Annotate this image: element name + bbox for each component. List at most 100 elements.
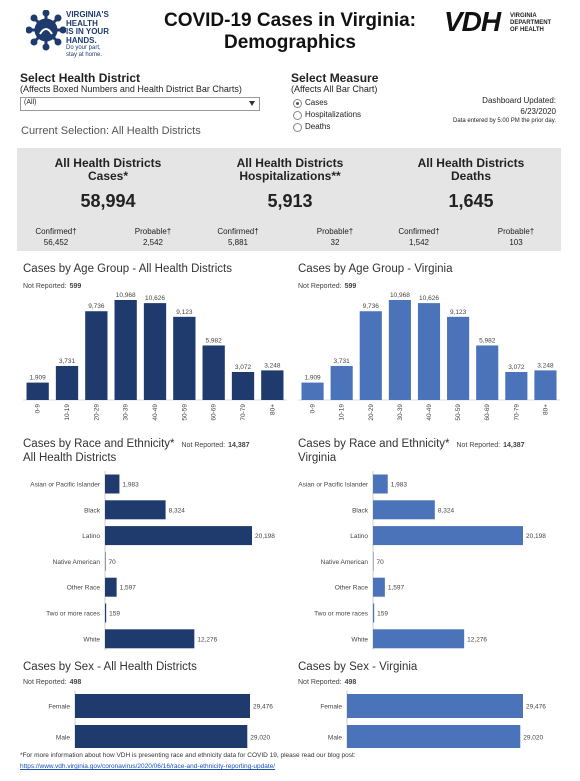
category-label: White xyxy=(83,636,100,643)
value-label: 159 xyxy=(377,611,388,618)
value-label: 20,198 xyxy=(255,533,275,540)
value-label: 10,626 xyxy=(419,295,439,302)
category-label: Asian or Pacific Islander xyxy=(30,482,101,489)
bar xyxy=(388,300,411,400)
not-reported: Not Reported: 14,387 xyxy=(457,442,525,449)
bar xyxy=(105,603,107,623)
chart-title: Cases by Age Group - Virginia xyxy=(298,263,453,275)
bar xyxy=(373,526,523,546)
category-label: 70-79 xyxy=(513,404,520,421)
footer-note: *For more information about how VDH is p… xyxy=(20,752,356,759)
chart-title: Cases by Race and Ethnicity* xyxy=(298,438,450,450)
bar xyxy=(447,316,470,400)
value-label: 9,123 xyxy=(176,309,193,316)
category-label: Male xyxy=(56,735,70,742)
value-label: 9,736 xyxy=(363,303,380,310)
category-label: 50-59 xyxy=(455,404,462,421)
kpi-value: 58,994 xyxy=(80,191,136,211)
value-label: 12,276 xyxy=(467,636,487,643)
value-label: 1,597 xyxy=(388,585,405,592)
category-label: Latino xyxy=(82,533,100,540)
logo-text: HANDS. xyxy=(66,35,97,45)
radio[interactable] xyxy=(293,111,302,120)
value-label: 1,909 xyxy=(30,375,47,382)
vdh-logo: VDH xyxy=(444,6,501,37)
value-label: 3,248 xyxy=(264,362,281,369)
chart: Cases by Sex - Virginia Not Reported: 498 2… xyxy=(298,661,546,748)
logo-icon xyxy=(26,10,66,51)
logo-text: HEALTH xyxy=(66,18,98,28)
filter-label: Select Measure xyxy=(291,71,379,85)
value-label: 159 xyxy=(109,611,120,618)
chart-title: Cases by Race and Ethnicity* xyxy=(23,438,175,450)
kpi-panel xyxy=(17,148,561,251)
bar xyxy=(301,382,324,400)
category-label: Black xyxy=(352,507,369,514)
value-label: 9,123 xyxy=(450,309,467,316)
bar xyxy=(143,303,167,400)
category-label: Latino xyxy=(350,533,368,540)
dropdown-arrow xyxy=(249,101,255,106)
category-label: 10-19 xyxy=(339,404,346,421)
category-label: Native American xyxy=(53,559,101,566)
value-label: 10,968 xyxy=(116,292,136,299)
kpi-sub-value: 103 xyxy=(509,238,523,247)
kpi-title: All Health Districts xyxy=(236,156,344,170)
value-label: 1,909 xyxy=(304,375,321,382)
value-label: 20,198 xyxy=(526,533,546,540)
bar xyxy=(373,603,375,623)
kpi-sub-label: Confirmed† xyxy=(217,227,259,236)
not-reported-label: Not Reported: xyxy=(23,679,67,686)
bar xyxy=(373,577,385,597)
radio[interactable] xyxy=(293,99,302,108)
bar xyxy=(373,551,374,571)
not-reported-label: Not Reported: xyxy=(23,283,67,290)
not-reported-value: 599 xyxy=(345,283,357,290)
vdh-text: DEPARTMENT xyxy=(510,20,552,26)
kpi-value: 5,913 xyxy=(267,191,313,211)
current-selection: Current Selection: All Health Districts xyxy=(21,125,201,137)
updated-date: 6/23/2020 xyxy=(520,107,556,116)
kpi-sub-value: 32 xyxy=(330,238,340,247)
logo-text: VIRGINIA'S xyxy=(66,10,109,19)
updated-note: Data entered by 5:00 PM the prior day. xyxy=(453,118,556,124)
not-reported: Not Reported: 498 xyxy=(298,679,356,686)
bar xyxy=(173,316,196,400)
value-label: 9,736 xyxy=(88,303,105,310)
radio-dot xyxy=(296,102,299,105)
bar xyxy=(105,474,120,494)
value-label: 12,276 xyxy=(197,636,217,643)
bar xyxy=(202,345,225,400)
bar xyxy=(105,500,166,520)
category-label: 80+ xyxy=(269,404,276,415)
footer-link[interactable]: https://www.vdh.virginia.gov/coronavirus… xyxy=(20,763,276,770)
category-label: 20-29 xyxy=(93,404,100,421)
bar xyxy=(373,474,388,494)
kpi-sub-value: 5,881 xyxy=(227,238,249,247)
not-reported-value: 498 xyxy=(70,679,82,686)
value-label: 3,731 xyxy=(334,358,351,365)
value-label: 3,072 xyxy=(508,364,525,371)
category-label: 30-39 xyxy=(123,404,130,421)
vdh-text: OF HEALTH xyxy=(510,27,544,33)
category-label: 0-9 xyxy=(35,404,42,414)
category-label: Other Race xyxy=(67,585,101,592)
category-label: 40-49 xyxy=(152,404,159,421)
bar xyxy=(534,370,557,400)
value-label: 5,982 xyxy=(206,337,223,344)
dropdown[interactable]: (All) xyxy=(20,97,260,111)
category-label: Female xyxy=(48,704,70,711)
bar xyxy=(114,300,137,400)
logo-tagline: stay at home. xyxy=(66,52,103,58)
bar xyxy=(373,500,435,520)
value-label: 1,983 xyxy=(122,482,139,489)
radio[interactable] xyxy=(293,123,302,132)
chart: Cases by Sex - All Health Districts Not R… xyxy=(23,661,273,748)
chart-subtitle: Virginia xyxy=(298,452,337,464)
not-reported-value: 599 xyxy=(70,283,82,290)
not-reported: Not Reported: 498 xyxy=(23,679,81,686)
bar xyxy=(476,345,499,400)
category-label: 20-29 xyxy=(368,404,375,421)
bar xyxy=(55,365,79,400)
